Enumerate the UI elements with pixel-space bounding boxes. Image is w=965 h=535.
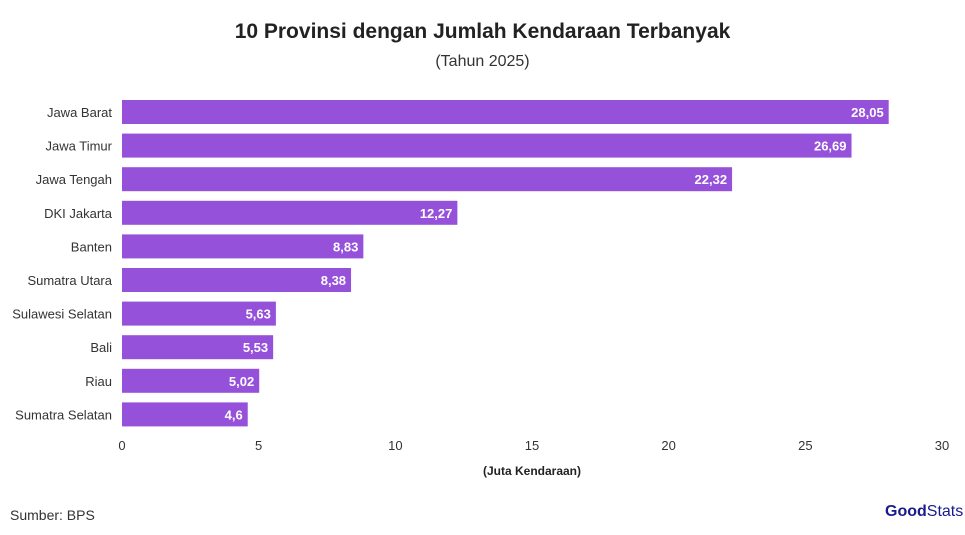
bar (122, 301, 276, 326)
bar (122, 200, 458, 225)
bar (122, 402, 248, 427)
chart-title: 10 Provinsi dengan Jumlah Kendaraan Terb… (234, 20, 731, 43)
data-label: 8,38 (321, 273, 346, 288)
data-label: 4,6 (225, 407, 243, 422)
bar (122, 100, 889, 124)
x-tick-label: 10 (388, 438, 402, 453)
data-label: 28,05 (851, 105, 884, 120)
data-label: 5,63 (246, 307, 271, 322)
bar (122, 368, 260, 393)
category-label: Sulawesi Selatan (12, 307, 112, 322)
chart-subtitle: (Tahun 2025) (435, 53, 530, 70)
bar (122, 234, 364, 259)
data-label: 5,53 (243, 340, 268, 355)
goodstats-logo: GoodStats (885, 503, 964, 520)
data-label: 5,02 (229, 374, 254, 389)
data-label: 12,27 (420, 206, 453, 221)
category-label: Jawa Tengah (36, 172, 112, 187)
category-label: DKI Jakarta (44, 206, 113, 221)
x-tick-label: 25 (798, 438, 812, 453)
bar (122, 167, 733, 192)
x-tick-label: 0 (118, 438, 125, 453)
x-tick-label: 15 (525, 438, 539, 453)
bar (122, 268, 352, 292)
category-label: Riau (85, 374, 112, 389)
category-label: Bali (90, 340, 112, 355)
data-label: 26,69 (814, 139, 847, 154)
category-label: Jawa Timur (46, 139, 113, 154)
source-note: Sumber: BPS (10, 507, 95, 523)
category-label: Jawa Barat (47, 105, 112, 120)
data-label: 8,83 (333, 239, 358, 254)
category-label: Banten (71, 239, 112, 254)
x-tick-label: 5 (255, 438, 262, 453)
x-axis-label: (Juta Kendaraan) (483, 464, 581, 478)
category-label: Sumatra Selatan (15, 407, 112, 422)
x-tick-label: 30 (935, 438, 949, 453)
bar (122, 133, 852, 158)
data-label: 22,32 (695, 172, 728, 187)
x-tick-label: 20 (661, 438, 675, 453)
category-label: Sumatra Utara (27, 273, 112, 288)
bar (122, 335, 274, 360)
